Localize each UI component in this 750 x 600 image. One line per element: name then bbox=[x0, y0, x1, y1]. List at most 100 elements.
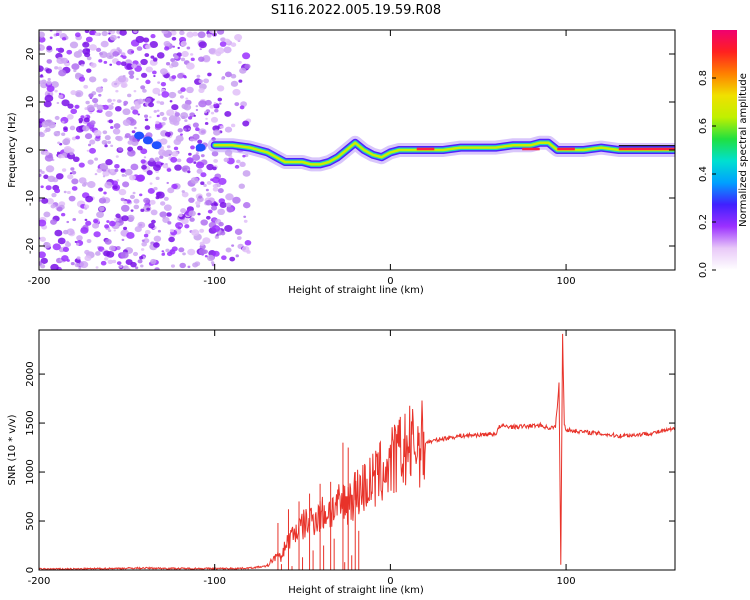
noise-dot bbox=[154, 267, 160, 270]
noise-dot bbox=[76, 242, 80, 246]
noise-dot bbox=[144, 125, 151, 130]
noise-dot bbox=[145, 44, 151, 50]
noise-dot bbox=[220, 231, 226, 236]
noise-dot bbox=[152, 70, 157, 75]
noise-dot bbox=[219, 125, 224, 129]
noise-dot bbox=[80, 63, 85, 67]
noise-dot bbox=[111, 102, 114, 105]
noise-dot bbox=[186, 86, 194, 94]
noise-dot bbox=[212, 250, 220, 257]
noise-dot bbox=[40, 74, 43, 77]
noise-dot bbox=[198, 41, 207, 49]
noise-dot bbox=[192, 133, 200, 140]
noise-dot bbox=[234, 33, 243, 41]
spectrogram-x-tick-label: 0 bbox=[387, 276, 393, 287]
noise-dot bbox=[104, 257, 109, 261]
noise-dot bbox=[190, 145, 195, 150]
noise-dot bbox=[169, 100, 173, 103]
snr-spikes bbox=[277, 442, 360, 570]
noise-dot bbox=[244, 240, 252, 246]
noise-dot bbox=[197, 31, 206, 39]
noise-dot bbox=[107, 140, 112, 145]
noise-dot bbox=[116, 135, 123, 142]
noise-dot bbox=[186, 62, 195, 70]
noise-dot bbox=[153, 164, 161, 171]
noise-dot bbox=[204, 122, 209, 125]
noise-dot bbox=[77, 49, 83, 54]
noise-dot bbox=[216, 85, 225, 92]
noise-dot bbox=[179, 95, 184, 99]
noise-dot bbox=[140, 208, 145, 212]
noise-dot bbox=[109, 168, 115, 173]
noise-dot bbox=[147, 188, 155, 194]
noise-dot bbox=[57, 141, 61, 145]
noise-dot bbox=[243, 219, 248, 223]
noise-dot bbox=[188, 210, 196, 217]
noise-dot bbox=[157, 93, 161, 96]
noise-dot bbox=[234, 102, 240, 107]
noise-dot bbox=[108, 119, 114, 124]
noise-dot bbox=[102, 130, 108, 135]
noise-dot bbox=[58, 92, 62, 95]
noise-dot bbox=[75, 92, 81, 97]
noise-dot bbox=[207, 72, 212, 77]
noise-dot bbox=[192, 154, 201, 161]
noise-dot bbox=[47, 77, 51, 81]
noise-dot bbox=[231, 123, 236, 128]
noise-dot bbox=[123, 103, 127, 106]
noise-dot bbox=[161, 250, 165, 253]
colorbar-tick-label: 0.8 bbox=[698, 70, 709, 86]
noise-dot bbox=[157, 229, 161, 233]
noise-dot bbox=[84, 249, 90, 255]
noise-dot bbox=[113, 123, 121, 129]
noise-dot bbox=[78, 266, 82, 270]
noise-dot bbox=[103, 191, 107, 195]
noise-dot bbox=[45, 165, 55, 173]
noise-dot bbox=[143, 233, 149, 238]
noise-dot bbox=[198, 128, 207, 135]
noise-dot bbox=[136, 174, 146, 182]
noise-dot bbox=[127, 140, 134, 145]
noise-dot bbox=[139, 255, 144, 260]
noise-dot bbox=[140, 248, 145, 251]
noise-dot bbox=[99, 51, 108, 59]
noise-dot bbox=[202, 237, 211, 245]
noise-dot bbox=[198, 198, 202, 202]
noise-dot bbox=[195, 200, 201, 206]
noise-dot bbox=[80, 115, 85, 119]
noise-dot bbox=[54, 115, 60, 120]
noise-dot bbox=[181, 190, 185, 193]
noise-dot bbox=[67, 174, 74, 180]
noise-dot bbox=[83, 84, 89, 89]
noise-dot bbox=[127, 93, 132, 98]
noise-dot bbox=[170, 58, 176, 63]
noise-dot bbox=[167, 221, 172, 225]
noise-dot bbox=[209, 104, 214, 109]
noise-dot bbox=[110, 125, 114, 129]
noise-dot bbox=[168, 91, 177, 99]
noise-dot bbox=[90, 62, 97, 68]
noise-dot bbox=[242, 52, 251, 60]
noise-dot bbox=[161, 91, 170, 98]
noise-dot bbox=[242, 170, 251, 177]
noise-dot bbox=[198, 87, 205, 94]
noise-dot bbox=[160, 201, 166, 206]
noise-dot bbox=[54, 66, 59, 70]
noise-dot bbox=[239, 161, 246, 168]
noise-dot bbox=[224, 110, 232, 117]
noise-dot bbox=[109, 245, 116, 251]
noise-dot bbox=[223, 46, 232, 54]
noise-dot bbox=[85, 220, 92, 226]
noise-dot bbox=[146, 170, 153, 176]
noise-dot bbox=[149, 182, 153, 185]
noise-dot bbox=[207, 209, 213, 214]
noise-dot bbox=[188, 116, 193, 120]
noise-dot bbox=[206, 215, 211, 220]
noise-dot bbox=[153, 58, 158, 62]
noise-dot bbox=[187, 127, 191, 131]
noise-dot bbox=[120, 54, 124, 58]
snr-x-tick-label: -100 bbox=[203, 576, 226, 587]
noise-dot bbox=[205, 117, 208, 120]
noise-dot bbox=[58, 94, 64, 99]
